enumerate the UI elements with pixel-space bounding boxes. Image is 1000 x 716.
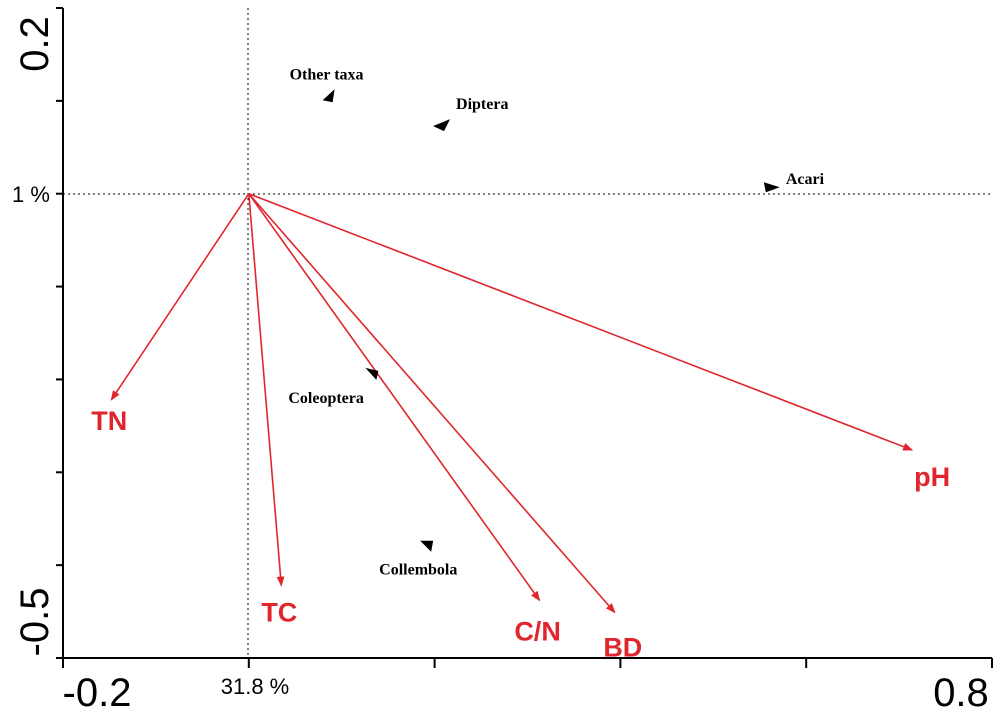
y-tick-label-min: -0.5 — [13, 588, 57, 657]
y-ticks — [56, 7, 63, 659]
species-label-diptera: Diptera — [456, 96, 508, 113]
x-ticks — [62, 658, 993, 668]
arrow-c-n — [248, 193, 541, 602]
species-marker-diptera — [433, 119, 451, 132]
species-label-collembola: Collembola — [379, 562, 457, 579]
species-marker-collembola — [420, 540, 434, 552]
species-marker-other-taxa — [322, 89, 335, 103]
x-tick-label-max: 0.8 — [933, 671, 989, 715]
y-axis-label: 1 % — [12, 182, 50, 207]
arrow-label-tn: TN — [91, 406, 127, 436]
y-tick-label-max: 0.2 — [13, 16, 57, 72]
x-axis-label: 31.8 % — [221, 674, 290, 699]
arrow-bd — [248, 193, 616, 614]
species-label-coleoptera: Coleoptera — [288, 390, 364, 407]
species-marker-coleoptera — [365, 367, 379, 380]
species-label-other-taxa: Other taxa — [290, 66, 364, 83]
arrow-tc — [248, 193, 285, 587]
species-points: Other taxa Diptera Acari Coleoptera Collembo… — [288, 66, 824, 578]
x-tick-label-min: -0.2 — [63, 671, 132, 715]
species-marker-acari — [763, 182, 780, 193]
arrow-label-bd: BD — [603, 633, 642, 663]
species-label-acari: Acari — [786, 171, 825, 188]
arrow-label-c-n: C/N — [514, 616, 561, 646]
arrow-label-tc: TC — [261, 598, 297, 628]
arrow-ph — [248, 192, 914, 451]
environmental-arrows: TN TC C/N BD pH — [91, 192, 950, 663]
arrow-label-ph: pH — [914, 462, 950, 492]
arrow-tn — [110, 193, 250, 401]
